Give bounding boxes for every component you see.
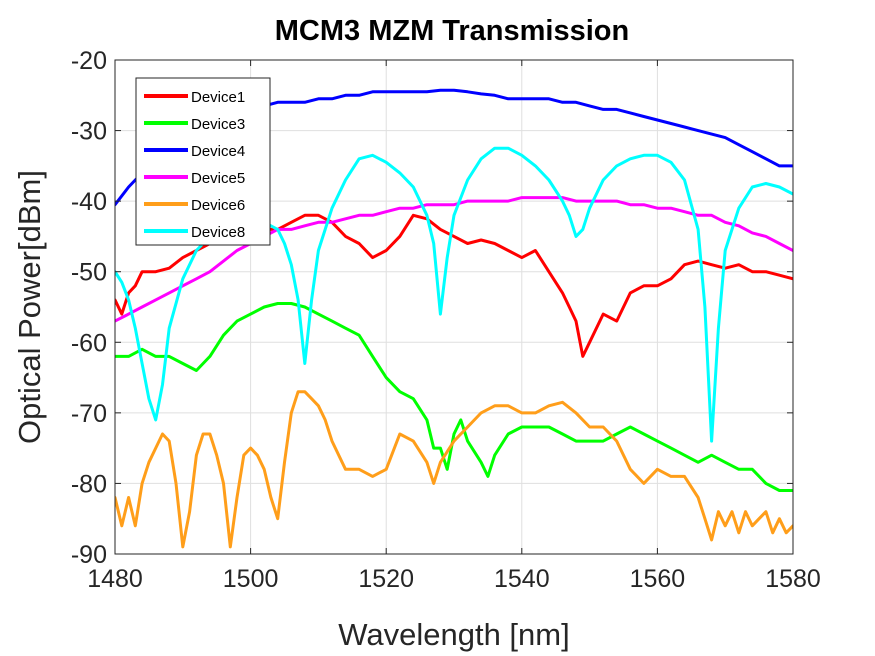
y-tick-label: -90 (71, 541, 107, 569)
x-tick-label: 1580 (765, 565, 821, 593)
y-tick-label: -30 (71, 118, 107, 146)
y-axis-label: Optical Power[dBm] (12, 170, 47, 444)
y-tick-label: -20 (71, 47, 107, 75)
plot-border (114, 59, 794, 555)
series-line-device3 (115, 302, 793, 492)
chart-title: MCM3 MZM Transmission (275, 15, 630, 47)
legend-label-device6: Device6 (191, 197, 245, 214)
y-tick-label: -70 (71, 400, 107, 428)
y-tick-label: -50 (71, 259, 107, 287)
x-tick-label: 1500 (223, 565, 279, 593)
legend-box (135, 77, 271, 246)
y-tick-label: -60 (71, 329, 107, 357)
legend-label-device4: Device4 (191, 143, 245, 160)
legend-label-device1: Device1 (191, 89, 245, 106)
legend: Device1 Device3 Device4 Device5 Device6 Devic… (135, 77, 271, 246)
y-tick-label: -80 (71, 470, 107, 498)
legend-label-device3: Device3 (191, 116, 245, 133)
x-tick-label: 1480 (87, 565, 143, 593)
series-line-device6 (115, 390, 793, 549)
x-axis-label: Wavelength [nm] (338, 617, 569, 652)
ticks: 1480 1500 1520 1540 1560 1580 -20 -30 -40 -50 -60 -… (71, 47, 821, 593)
x-tick-label: 1520 (358, 565, 414, 593)
x-tick-label: 1560 (630, 565, 686, 593)
series-line-device5 (115, 196, 793, 323)
y-tick-label: -40 (71, 188, 107, 216)
legend-label-device8: Device8 (191, 224, 245, 241)
legend-label-device5: Device5 (191, 170, 245, 187)
x-tick-label: 1540 (494, 565, 550, 593)
